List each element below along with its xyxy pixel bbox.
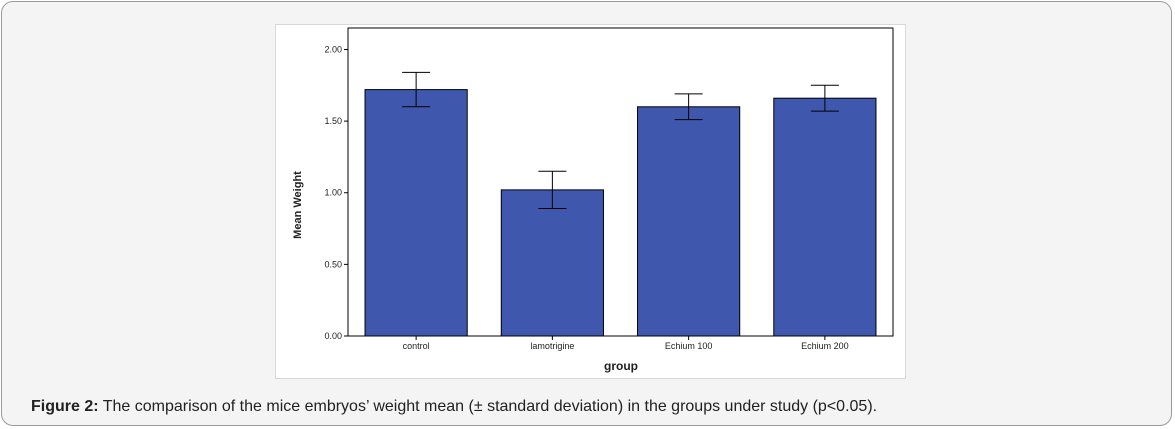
caption-label: Figure 2: [31,398,99,415]
bar-echium-200 [773,97,877,337]
caption-text: The comparison of the mice embryos’ weig… [98,398,878,415]
bar-control [364,89,468,337]
bar-chart: 0.00 0.50 1.00 1.50 2.00 control lamotrigine Ec… [292,27,894,373]
y-tick-label: 1.00 [324,188,342,198]
x-tick-label: Echium 100 [665,341,713,351]
x-axis-label: group [604,359,638,373]
plot-frame [347,27,894,337]
bar-echium-100 [637,106,741,337]
x-tick-label: lamotrigine [530,341,574,351]
y-tick-label: 2.00 [324,44,342,54]
y-tick-label: 0.50 [324,259,342,269]
chart-container: 0.00 0.50 1.00 1.50 2.00 control lamotrigine Ec… [275,24,906,379]
x-tick-label: Echium 200 [801,341,849,351]
bar-lamotrigine [500,189,604,337]
figure-caption: Figure 2: The comparison of the mice emb… [31,398,877,416]
y-tick-label: 0.00 [324,331,342,341]
y-tick-label: 1.50 [324,116,342,126]
y-axis-label: Mean Weight [292,171,304,239]
x-tick-label: control [403,341,430,351]
